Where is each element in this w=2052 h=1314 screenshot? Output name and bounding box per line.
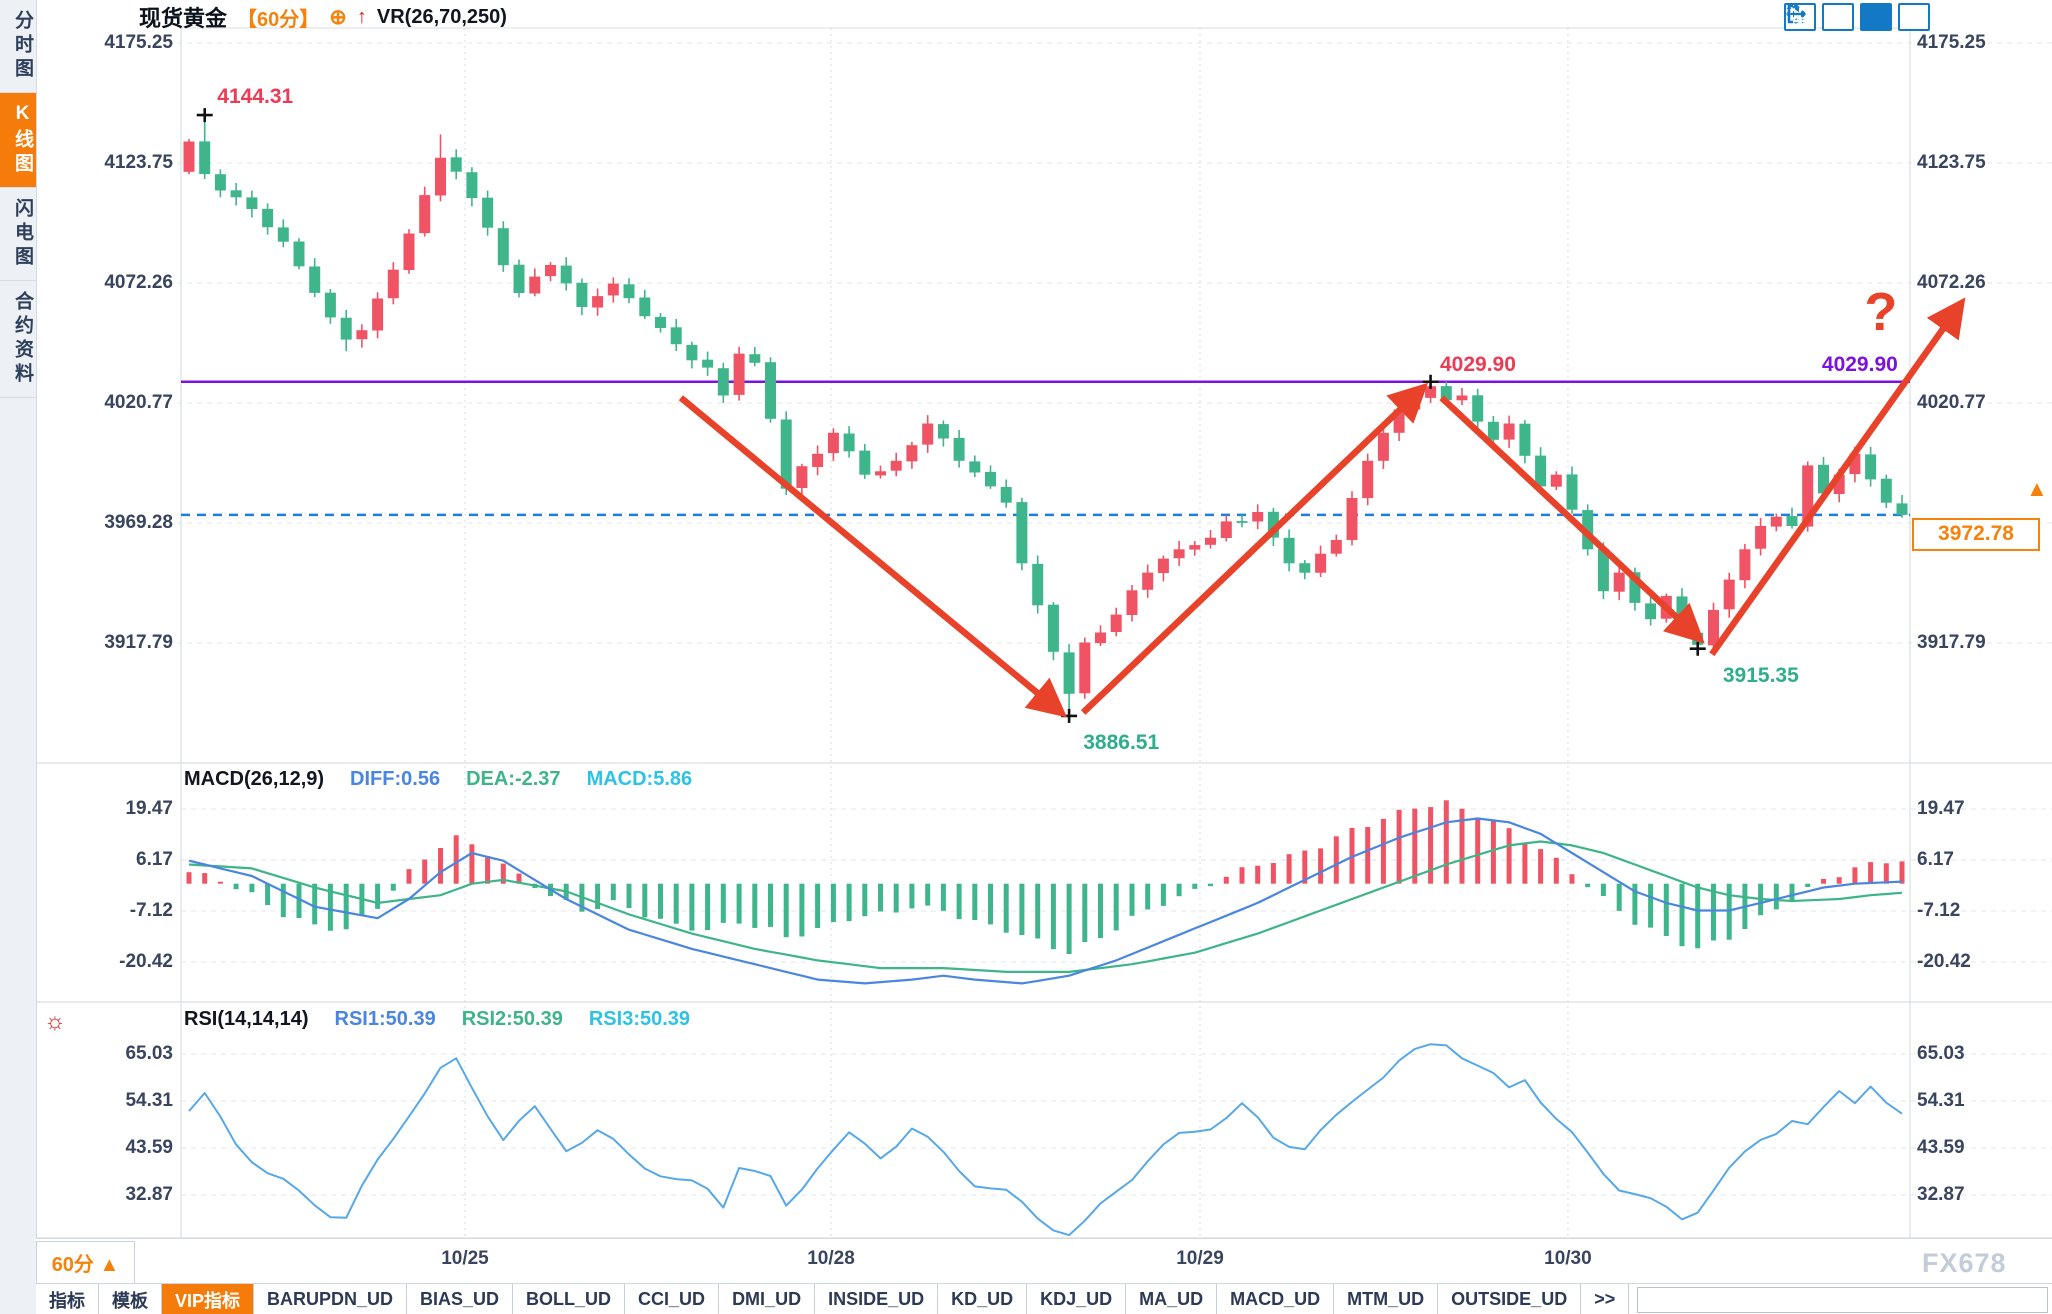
axis-tick-label: -20.42 bbox=[1917, 951, 1971, 972]
tab-dmi-ud[interactable]: DMI_UD bbox=[719, 1284, 816, 1314]
tab-outside-ud[interactable]: OUTSIDE_UD bbox=[1438, 1284, 1582, 1314]
label-low-3915: 3915.35 bbox=[1722, 664, 1799, 688]
axis-tick-label: -7.12 bbox=[1917, 900, 1961, 921]
rsi-name: RSI(14,14,14) bbox=[184, 1008, 309, 1030]
axis-tick-label: 65.03 bbox=[125, 1043, 173, 1064]
date-label-10-25: 10/25 bbox=[441, 1248, 489, 1269]
axis-tick-label: 65.03 bbox=[1917, 1043, 1965, 1064]
period-label[interactable]: 【60分】 bbox=[237, 8, 320, 31]
axis-tick-label: 4072.26 bbox=[1917, 272, 1986, 294]
indicator-tabbar: 指标 模板 VIP指标 BARUPDN_UD BIAS_UD BOLL_UD CCI_UD D… bbox=[36, 1283, 2052, 1314]
axis-tick-label: 54.31 bbox=[125, 1090, 173, 1111]
label-high-4144: 4144.31 bbox=[217, 85, 294, 109]
rsi2-value: RSI2:50.39 bbox=[461, 1008, 563, 1030]
chart-header: 现货黄金 【60分】 ⊕ ↑ VR(26,70,250) bbox=[139, 4, 507, 32]
sidebar-item-0[interactable]: 分时图 bbox=[0, 0, 36, 93]
tab-模板[interactable]: 模板 bbox=[99, 1284, 162, 1314]
exit-right-icon[interactable] bbox=[1787, 3, 1930, 31]
macd-diff-value: DIFF:0.56 bbox=[350, 768, 441, 790]
date-label-10-29: 10/29 bbox=[1176, 1248, 1224, 1269]
axis-tick-label: 4175.25 bbox=[1917, 32, 1986, 53]
sidebar-item-2[interactable]: 闪电图 bbox=[0, 188, 36, 281]
price-up-arrow-icon: ▲ bbox=[2026, 476, 2048, 501]
axis-tick-label: -20.42 bbox=[119, 951, 173, 972]
axis-tick-label: 19.47 bbox=[125, 798, 173, 820]
watermark: FX678 bbox=[1922, 1248, 2007, 1278]
axis-tick-label: 4123.75 bbox=[104, 152, 173, 174]
tab-kd-ud[interactable]: KD_UD bbox=[938, 1284, 1028, 1314]
axis-tick-label: 32.87 bbox=[1917, 1184, 1965, 1206]
tab-macd-ud[interactable]: MACD_UD bbox=[1217, 1284, 1335, 1314]
x-axis-strip: 60分 ▲ 10/25 10/28 10/29 10/30 bbox=[36, 1238, 2052, 1284]
axis-tick-label: 54.31 bbox=[1917, 1090, 1965, 1111]
macd-name: MACD(26,12,9) bbox=[184, 768, 325, 790]
label-4029-purple: 4029.90 bbox=[1821, 353, 1898, 377]
macd-value: MACD:5.86 bbox=[586, 768, 693, 790]
tabbar-scroll-area[interactable] bbox=[1637, 1287, 2048, 1313]
period-selector[interactable]: 60分 ▲ bbox=[36, 1241, 135, 1284]
vr-indicator-label: VR(26,70,250) bbox=[376, 5, 507, 28]
axis-tick-label: 4123.75 bbox=[1917, 152, 1986, 174]
axis-tick-label: 6.17 bbox=[136, 849, 173, 871]
axis-tick-label: -7.12 bbox=[129, 900, 173, 921]
tab-ma-ud[interactable]: MA_UD bbox=[1126, 1284, 1218, 1314]
chart-toolbar bbox=[1784, 3, 1930, 31]
axis-tick-label: 4020.77 bbox=[104, 392, 173, 414]
axis-tick-label: 4072.26 bbox=[104, 272, 173, 294]
tab-指标[interactable]: 指标 bbox=[36, 1284, 99, 1314]
axis-tick-label: 6.17 bbox=[1917, 849, 1954, 871]
date-label-10-28: 10/28 bbox=[807, 1248, 855, 1269]
macd-indicator-row: MACD(26,12,9) DIFF:0.56 DEA:-2.37 MACD:5… bbox=[184, 768, 692, 791]
sidebar-item-1[interactable]: K线图 bbox=[0, 93, 36, 188]
tab-barupdn-ud[interactable]: BARUPDN_UD bbox=[254, 1284, 408, 1314]
sidebar-item-3[interactable]: 合约资料 bbox=[0, 281, 36, 398]
current-price-tag: 3972.78 bbox=[1912, 517, 2040, 551]
axis-tick-label: 4175.25 bbox=[104, 32, 173, 53]
axis-tick-label: 3969.28 bbox=[104, 512, 173, 534]
tab-kdj-ud[interactable]: KDJ_UD bbox=[1027, 1284, 1127, 1314]
axis-tick-label: 32.87 bbox=[125, 1184, 173, 1206]
symbol-title: 现货黄金 bbox=[139, 6, 228, 31]
rsi1-value: RSI1:50.39 bbox=[334, 1008, 436, 1030]
axis-tick-label: 19.47 bbox=[1917, 798, 1965, 820]
label-peak-4029-red: 4029.90 bbox=[1439, 353, 1516, 377]
macd-dea-value: DEA:-2.37 bbox=[466, 768, 561, 790]
axis-tick-label: 43.59 bbox=[1917, 1137, 1965, 1158]
axis-tick-label: 43.59 bbox=[125, 1137, 173, 1158]
label-low-3886: 3886.51 bbox=[1083, 730, 1160, 754]
rsi3-value: RSI3:50.39 bbox=[588, 1008, 691, 1030]
indicator-settings-icon[interactable]: ☼ bbox=[44, 1008, 66, 1035]
tab-bias-ud[interactable]: BIAS_UD bbox=[407, 1284, 514, 1314]
tab-mtm-ud[interactable]: MTM_UD bbox=[1334, 1284, 1439, 1314]
axis-tick-label: 3917.79 bbox=[104, 632, 173, 654]
tab-cci-ud[interactable]: CCI_UD bbox=[625, 1284, 720, 1314]
question-mark: ? bbox=[1864, 281, 1898, 342]
rsi-indicator-row: RSI(14,14,14) RSI1:50.39 RSI2:50.39 RSI3… bbox=[184, 1008, 690, 1031]
sidebar: 分时图 K线图 闪电图 合约资料 bbox=[0, 0, 37, 1314]
red-up-arrow-icon: ↑ bbox=[356, 5, 367, 28]
tab-vip指标[interactable]: VIP指标 bbox=[162, 1284, 255, 1314]
axis-play-icon[interactable] bbox=[1787, 3, 1892, 31]
axis-tick-label: 4020.77 bbox=[1917, 392, 1986, 414]
axis-tick-label: 3917.79 bbox=[1917, 632, 1986, 654]
date-label-10-30: 10/30 bbox=[1544, 1248, 1592, 1269]
tab-inside-ud[interactable]: INSIDE_UD bbox=[815, 1284, 939, 1314]
axis-scale-icon[interactable] bbox=[1786, 3, 1854, 31]
tab--[interactable]: >> bbox=[1581, 1284, 1630, 1314]
tab-boll-ud[interactable]: BOLL_UD bbox=[513, 1284, 626, 1314]
circle-plus-icon[interactable]: ⊕ bbox=[329, 5, 347, 29]
